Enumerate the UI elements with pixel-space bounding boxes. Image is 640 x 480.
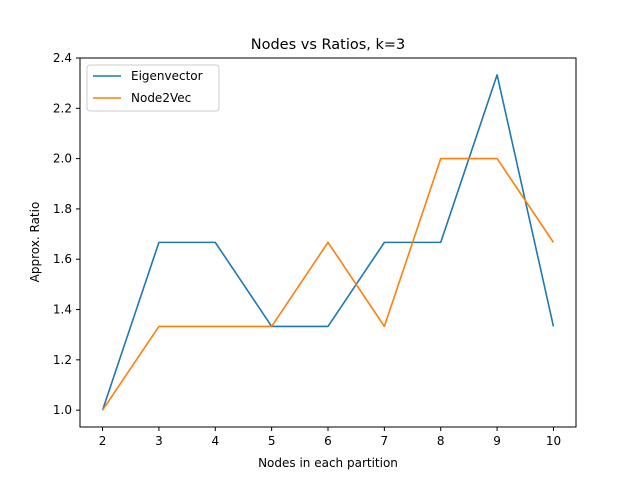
y-tick-label: 1.2	[53, 353, 72, 367]
x-tick-label: 7	[381, 434, 389, 448]
chart-title: Nodes vs Ratios, k=3	[251, 37, 406, 53]
y-tick-label: 1.0	[53, 403, 72, 417]
y-tick-label: 1.6	[53, 252, 72, 266]
legend-label-node2vec: Node2Vec	[131, 91, 191, 105]
series-line-eigenvector	[101, 74, 555, 411]
x-tick-label: 5	[268, 434, 276, 448]
x-tick-label: 10	[546, 434, 561, 448]
y-tick-label: 2.2	[53, 101, 72, 115]
y-axis-label: Approx. Ratio	[28, 202, 42, 283]
x-axis-label: Nodes in each partition	[258, 456, 398, 470]
y-tick-label: 1.8	[53, 202, 72, 216]
y-axis: 1.0 1.2 1.4 1.6 1.8 2.0 2.2 2.4	[53, 51, 80, 417]
x-axis: 2 3 4 5 6 7 8 9 10	[99, 427, 561, 448]
x-tick-label: 8	[437, 434, 445, 448]
x-tick-label: 4	[211, 434, 219, 448]
series-layer	[101, 74, 555, 411]
legend-label-eigenvector: Eigenvector	[131, 69, 203, 83]
x-tick-label: 6	[324, 434, 332, 448]
y-tick-label: 2.4	[53, 51, 72, 65]
series-line-node2vec	[101, 157, 555, 411]
x-tick-label: 2	[99, 434, 107, 448]
legend: Eigenvector Node2Vec	[86, 64, 220, 112]
y-tick-label: 1.4	[53, 303, 72, 317]
x-tick-label: 3	[155, 434, 163, 448]
x-tick-label: 9	[493, 434, 501, 448]
y-tick-label: 2.0	[53, 152, 72, 166]
